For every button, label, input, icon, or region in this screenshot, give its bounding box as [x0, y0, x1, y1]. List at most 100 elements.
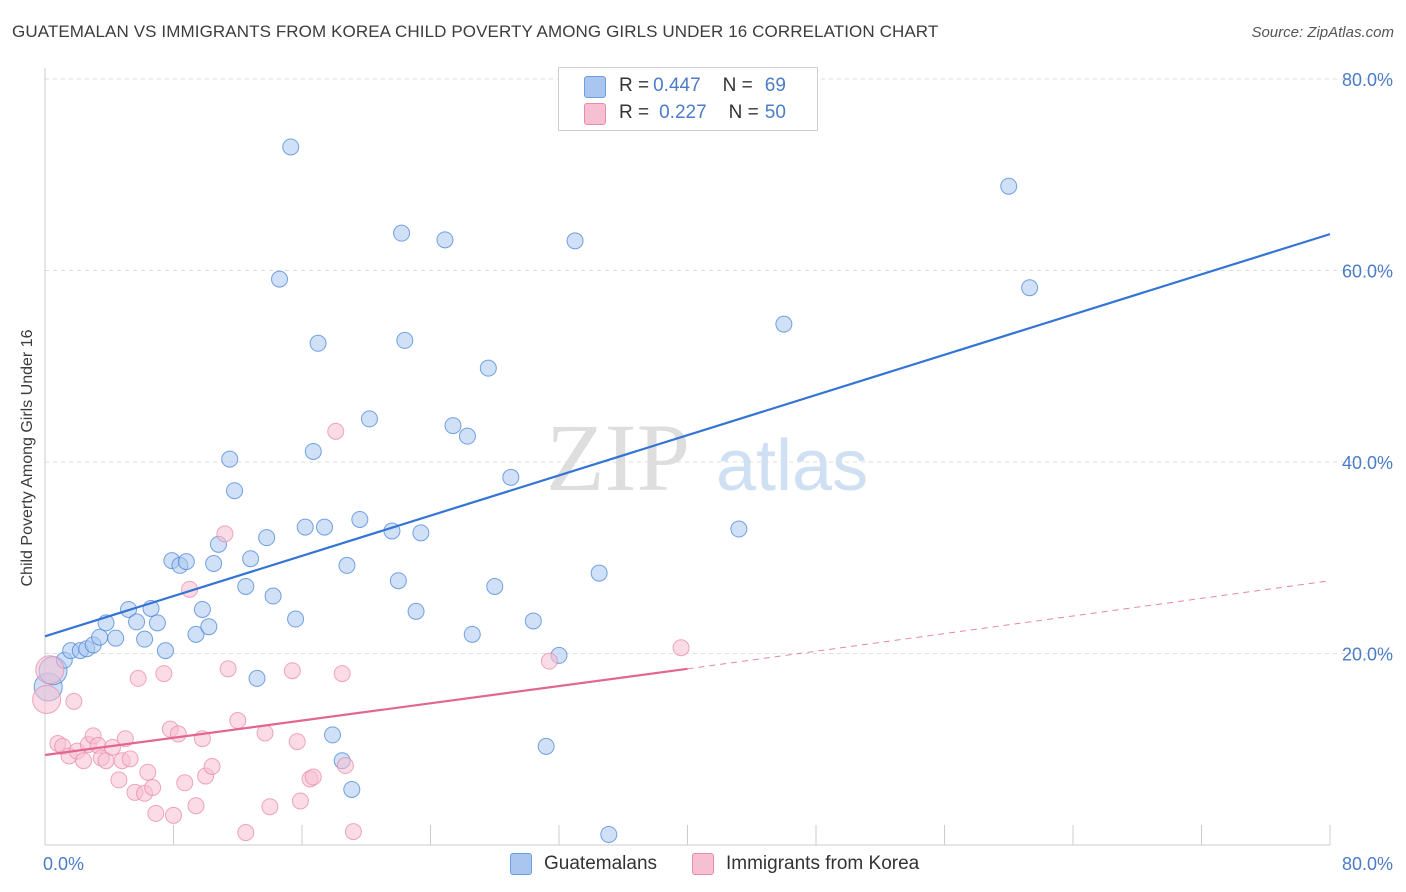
guatemalans-point	[360, 410, 378, 428]
legend-n-label: N =	[728, 102, 759, 123]
korea-point	[169, 725, 187, 743]
korea-point	[110, 771, 128, 789]
x-tick-label: 80.0%	[1342, 854, 1393, 874]
bottom-legend-korea: Immigrants from Korea	[692, 852, 919, 876]
guatemalans-point	[1021, 279, 1039, 297]
guatemalans-point	[436, 231, 454, 249]
guatemalans-point	[205, 554, 223, 572]
legend-row-guatemalans: R = 0.447 N = 69	[584, 73, 786, 99]
korea-point	[304, 768, 322, 786]
korea-point	[65, 692, 83, 710]
guatemalans-point	[730, 520, 748, 538]
legend-r-label: R =	[619, 75, 650, 96]
bottom-legend-swatch-korea	[692, 853, 714, 875]
guatemalans-point	[271, 270, 289, 288]
guatemalans-point	[304, 442, 322, 460]
korea-point	[165, 806, 182, 824]
guatemalans-point	[343, 780, 361, 798]
y-tick-label: 80.0%	[1342, 70, 1393, 90]
guatemalans-point	[242, 550, 260, 568]
korea-point	[155, 665, 173, 683]
korea-point	[288, 733, 306, 751]
korea-point	[121, 750, 139, 768]
legend-r-label: R =	[619, 102, 650, 123]
guatemalans-point	[444, 417, 462, 435]
korea-point	[35, 655, 65, 685]
guatemalans-point	[396, 331, 414, 349]
bottom-legend-swatch-guatemalans	[510, 853, 532, 875]
source-label: Source: ZipAtlas.com	[1251, 24, 1394, 41]
x-tick-label: 0.0%	[43, 854, 84, 874]
guatemalans-point	[309, 334, 327, 352]
guatemalans-point	[237, 577, 255, 595]
guatemalans-point	[315, 518, 333, 536]
legend-r-value: 0.227	[659, 102, 707, 123]
tick-labels: 0.0% 80.0% 20.0% 40.0% 60.0% 80.0%	[43, 70, 1393, 874]
guatemalans-point	[600, 825, 618, 843]
guatemalans-point	[287, 610, 305, 628]
korea-point	[229, 712, 247, 730]
guatemalans-point	[590, 564, 608, 582]
korea-point	[291, 792, 309, 810]
guatemalans-point	[156, 642, 174, 660]
guatemalans-point	[412, 524, 430, 542]
guatemalans-point	[248, 669, 266, 687]
guatemalans-point	[177, 553, 195, 571]
guatemalans-point	[479, 359, 497, 377]
guatemalans-point	[187, 625, 205, 643]
y-tick-label: 60.0%	[1342, 262, 1393, 282]
korea-point	[540, 652, 558, 670]
guatemalans-point	[407, 602, 425, 620]
legend-row-korea: R = 0.227 N = 50	[584, 100, 786, 126]
korea-point	[283, 662, 301, 680]
data-points	[32, 138, 1039, 843]
correlation-legend: R = 0.447 N = 69 R = 0.227 N = 50	[558, 67, 818, 131]
watermark-atlas: atlas	[716, 426, 868, 506]
guatemalans-point	[264, 587, 282, 605]
guatemalans-trend-line	[44, 233, 1331, 638]
guatemalans-point	[338, 556, 356, 574]
korea-point	[216, 525, 234, 543]
guatemalans-point	[296, 518, 314, 536]
legend-r-value: 0.447	[653, 75, 701, 96]
guatemalans-point	[324, 726, 342, 744]
guatemalans-point	[200, 618, 218, 636]
y-tick-label: 20.0%	[1342, 645, 1393, 665]
legend-n-value: 69	[764, 75, 786, 96]
guatemalans-point	[1000, 177, 1018, 195]
guatemalans-point	[524, 612, 542, 630]
guatemalans-point	[193, 600, 211, 618]
guatemalans-point	[458, 427, 476, 445]
korea-point	[219, 660, 237, 678]
axes	[44, 68, 1331, 846]
korea-point	[129, 669, 147, 687]
guatemalans-point	[502, 468, 520, 486]
grid-lines	[45, 78, 1392, 654]
y-tick-label: 40.0%	[1342, 453, 1393, 473]
korea-point	[139, 763, 157, 781]
korea-point	[32, 684, 62, 714]
guatemalans-point	[393, 224, 411, 242]
guatemalans-point	[775, 315, 793, 333]
guatemalans-point	[282, 138, 300, 156]
legend-swatch-korea	[584, 103, 606, 125]
korea-point	[327, 422, 345, 440]
guatemalans-point	[91, 628, 109, 646]
guatemalans-point	[351, 510, 369, 528]
guatemalans-point	[463, 625, 481, 643]
legend-n-label: N =	[722, 75, 753, 96]
korea-point	[187, 797, 205, 815]
trend-lines	[44, 233, 1331, 757]
legend-n-value: 50	[764, 102, 786, 123]
korea-trend-line-extension	[687, 580, 1331, 670]
korea-point	[203, 757, 221, 775]
guatemalans-point	[486, 577, 504, 595]
korea-point	[147, 804, 165, 822]
legend-swatch-guatemalans	[584, 76, 606, 98]
korea-point	[75, 752, 93, 770]
guatemalans-point	[389, 572, 407, 590]
korea-point	[176, 774, 194, 792]
bottom-legend-guatemalans: Guatemalans	[510, 852, 657, 876]
korea-point	[672, 639, 690, 657]
bottom-legend-label-guatemalans: Guatemalans	[544, 853, 658, 874]
